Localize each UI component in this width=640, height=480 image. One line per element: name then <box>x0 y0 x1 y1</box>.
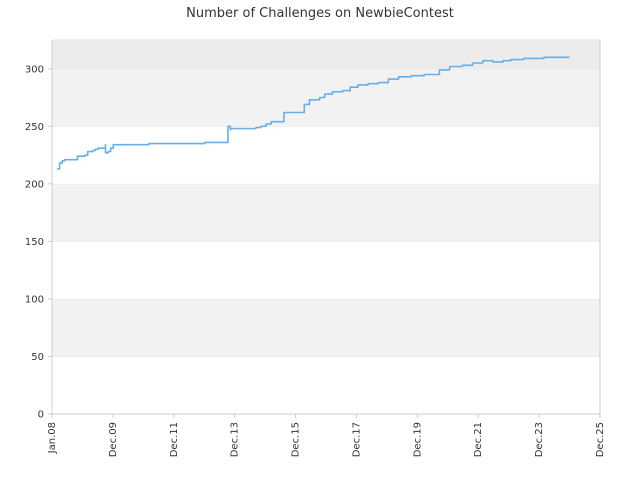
x-tick-label: Dec.11 <box>169 422 180 457</box>
y-tick-label: 300 <box>25 64 44 75</box>
y-tick-label: 50 <box>31 352 44 363</box>
chart-title: Number of Challenges on NewbieContest <box>186 6 454 21</box>
grid-band <box>52 40 600 69</box>
axes <box>51 40 601 415</box>
x-tick-label: Dec.15 <box>291 422 302 457</box>
grid-band <box>52 68 600 127</box>
x-tick-label: Dec.21 <box>473 422 484 457</box>
series-line <box>57 56 570 170</box>
y-tick-label: 250 <box>25 122 44 133</box>
y-tick-label: 0 <box>38 410 44 421</box>
x-tick-label: Dec.23 <box>534 422 545 457</box>
plot-bands <box>52 39 600 414</box>
y-tick-label: 100 <box>25 294 44 305</box>
x-tick-label: Dec.09 <box>108 422 119 457</box>
x-tick-label: Dec.25 <box>595 422 606 457</box>
y-tick-label: 150 <box>25 237 44 248</box>
y-tick-label: 200 <box>25 179 44 190</box>
x-tick-labels: Jan.08 Dec.09 Dec.11 Dec.13 Dec.15 Dec.17 Dec.… <box>47 414 606 457</box>
grid-band <box>52 356 600 414</box>
x-tick-label: Jan.08 <box>47 422 58 454</box>
grid-band <box>52 126 600 184</box>
x-tick-label: Dec.19 <box>412 422 423 457</box>
grid-band <box>52 298 600 357</box>
x-tick-label: Dec.13 <box>230 422 241 457</box>
grid-band <box>52 241 600 299</box>
y-tick-labels: 0 50 100 150 200 250 300 <box>25 64 52 421</box>
grid-band <box>52 183 600 242</box>
x-tick-label: Dec.17 <box>351 422 362 457</box>
